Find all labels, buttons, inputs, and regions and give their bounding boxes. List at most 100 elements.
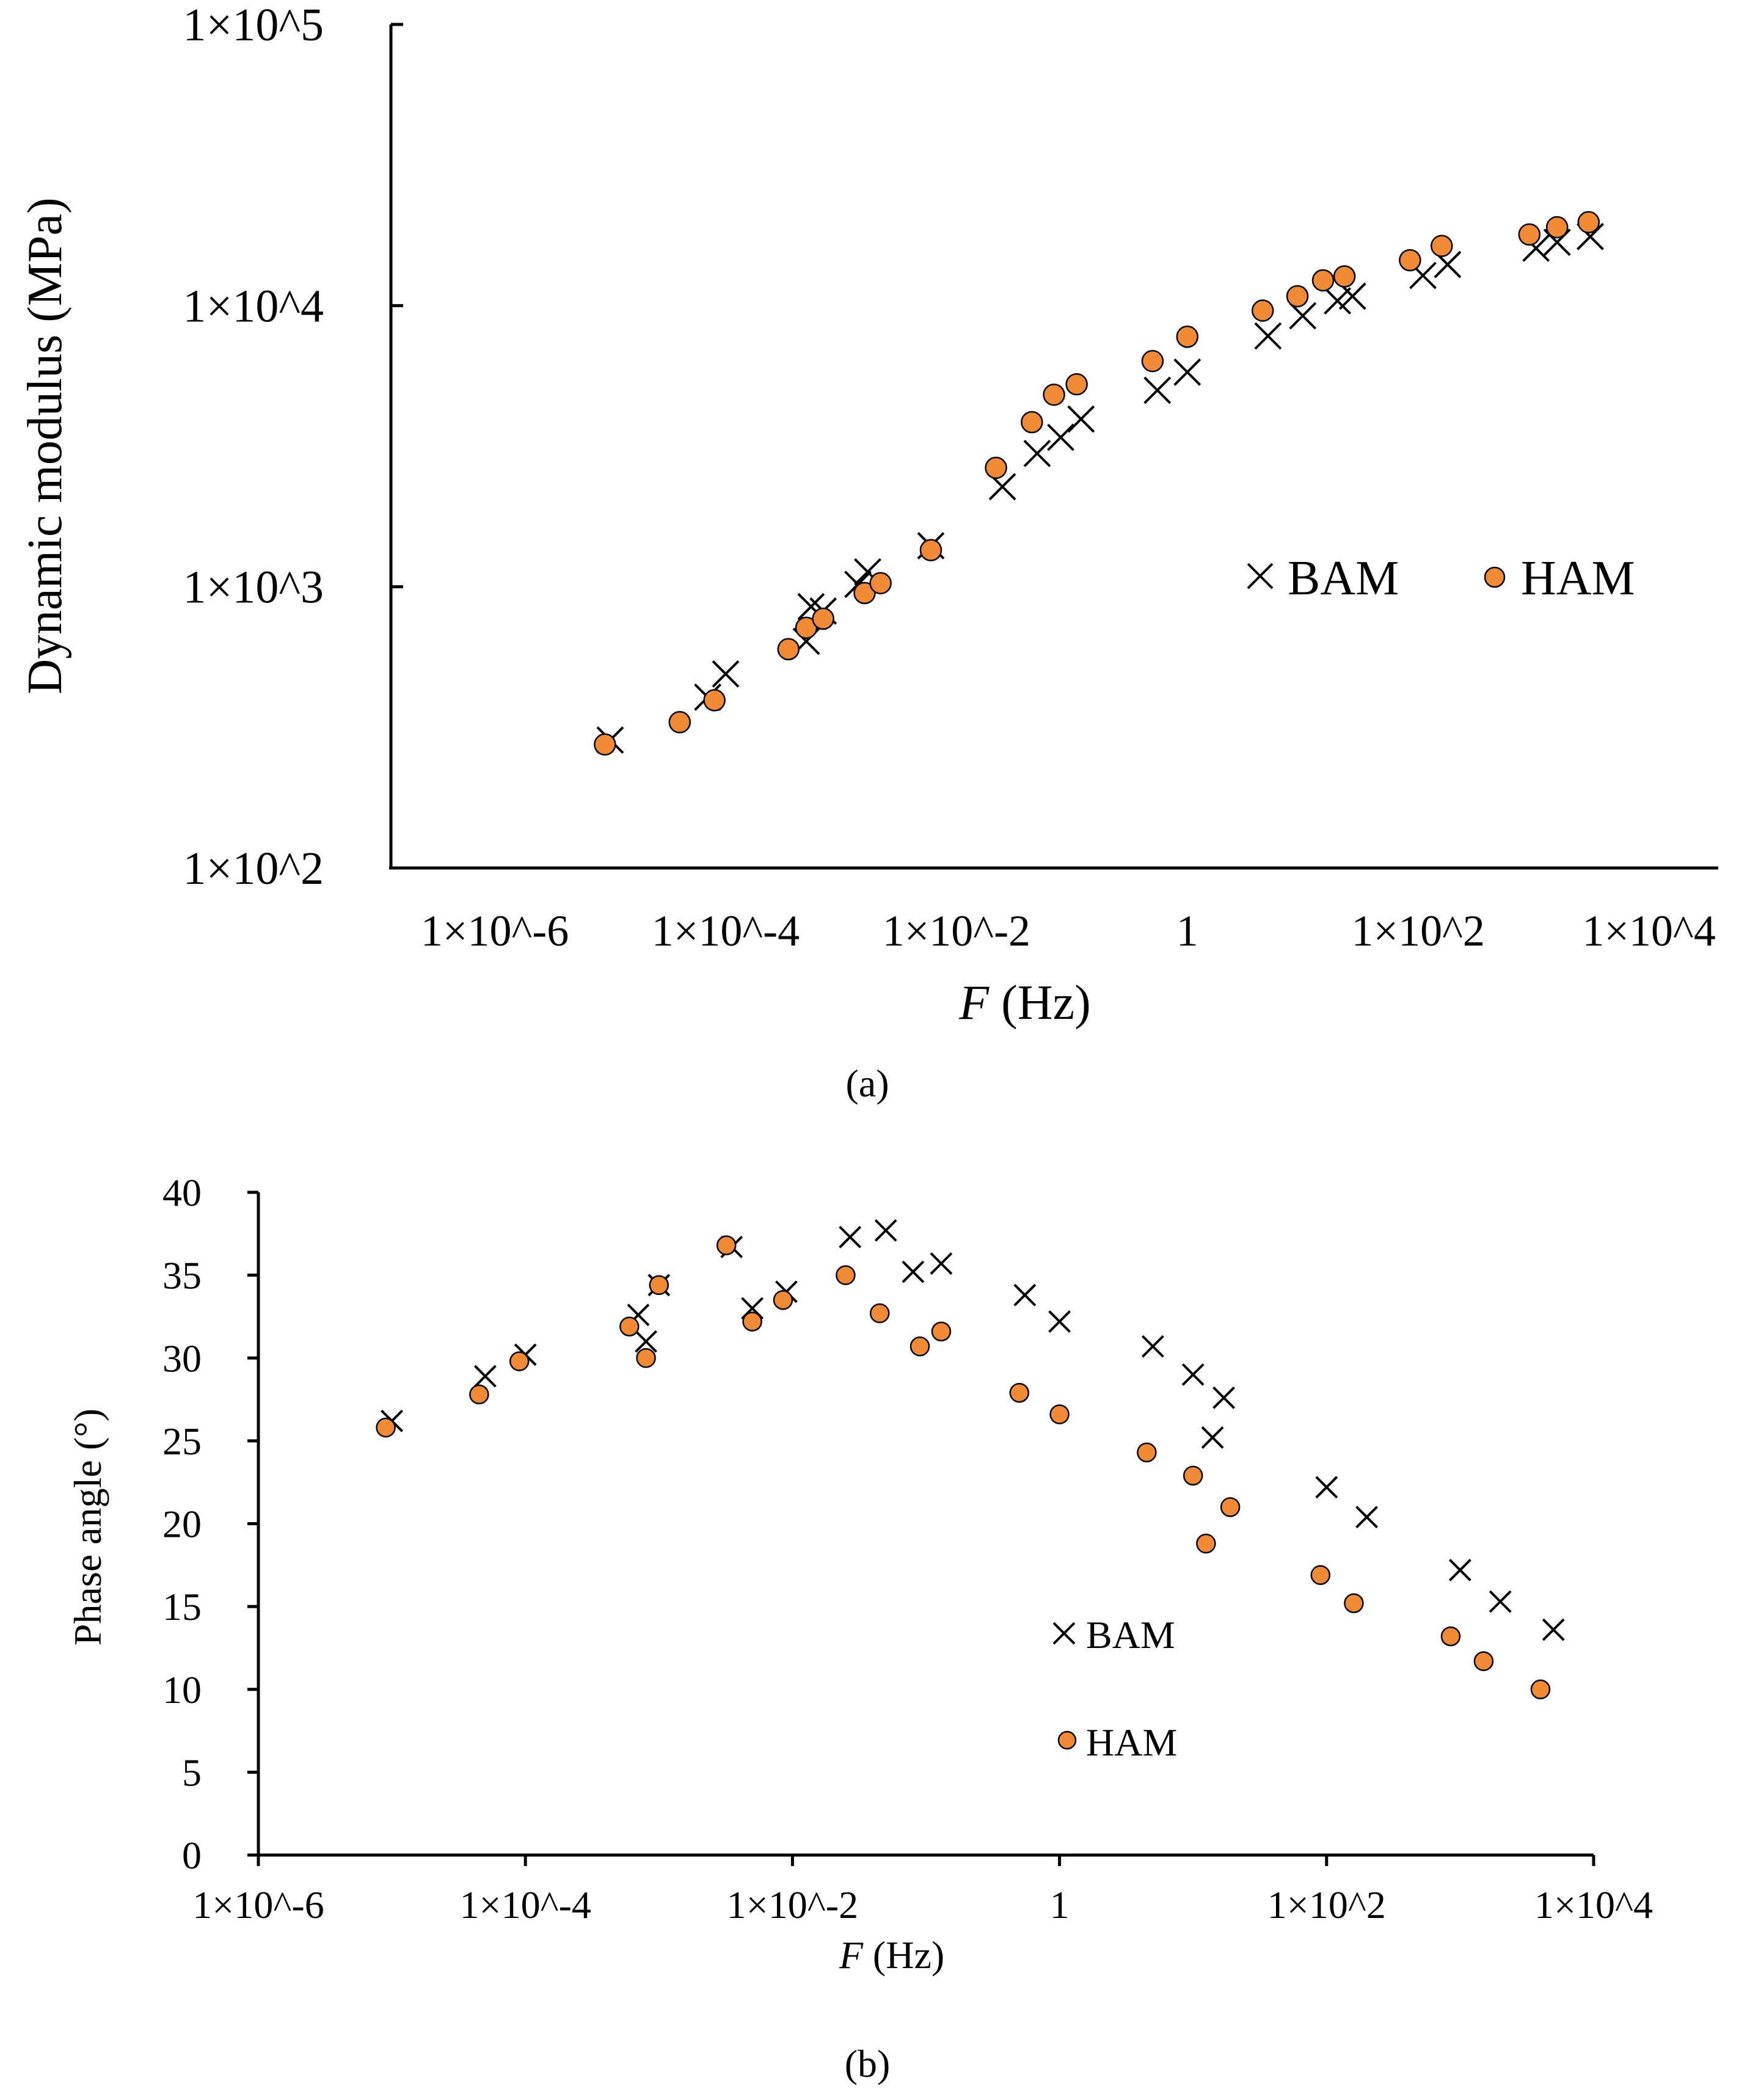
chart-a-y-tick-label: 1×10^2 [183, 843, 324, 894]
chart-b-bam-point [1201, 1426, 1224, 1449]
chart-a-ham-point [1043, 383, 1065, 406]
chart-b-bam-point [839, 1225, 862, 1249]
chart-b-legend: BAM HAM [1052, 1613, 1177, 1764]
chart-a-ham-point [985, 456, 1007, 479]
chart-a-ham-point [1399, 249, 1421, 272]
chart-a-dynamic-modulus: 1×10^2 1×10^3 1×10^4 1×10^5 1×10^-6 1×10^-4 1… [18, 0, 1718, 1105]
chart-a-x-tick-label: 1×10^-4 [652, 906, 800, 955]
chart-b-legend-ham-marker [1057, 1730, 1077, 1750]
chart-b-ham-point [773, 1290, 793, 1310]
chart-a-x-axis-label-symbol: F [958, 976, 990, 1030]
chart-a-bam-point [1067, 405, 1095, 433]
chart-b-ham-point [836, 1265, 856, 1285]
chart-b-x-tick-label: 1×10^4 [1534, 1883, 1653, 1927]
chart-a-ham-point [1021, 410, 1043, 434]
chart-b-y-tick-label: 15 [162, 1585, 202, 1628]
chart-b-ham-point [1220, 1497, 1241, 1517]
chart-b-ham-point [1473, 1651, 1494, 1671]
chart-a-bam-point [1173, 358, 1201, 386]
chart-b-ham-point [1196, 1533, 1216, 1554]
chart-a-ham-point [777, 638, 800, 661]
chart-a-y-axis-label: Dynamic modulus (MPa) [18, 197, 72, 694]
chart-a-ham-point [1545, 216, 1569, 239]
chart-a-x-tick-label: 1×10^4 [1582, 906, 1715, 955]
chart-b-x-tick-label: 1×10^2 [1267, 1883, 1386, 1927]
chart-a-ham-point [1577, 211, 1600, 234]
chart-b-x-axis-label: F (Hz) [839, 1933, 944, 1977]
chart-a-bam-point [1324, 287, 1352, 315]
chart-b-bam-point [1542, 1618, 1565, 1641]
chart-b-y-tick-label: 30 [162, 1336, 202, 1380]
chart-a-ham-point [1141, 349, 1164, 373]
chart-a-ham-point [853, 582, 876, 605]
chart-b-x-axis-label-symbol: F [839, 1933, 864, 1977]
chart-a-bam-point [1254, 322, 1282, 350]
chart-b-ham-point [1344, 1593, 1364, 1613]
chart-b-y-tick-label: 40 [162, 1171, 202, 1214]
chart-a-ham-point [668, 711, 691, 734]
chart-a-ham-point [1176, 326, 1199, 348]
chart-b-y-tick-label: 0 [182, 1834, 202, 1877]
chart-a-ham-point [869, 572, 892, 595]
chart-a-bam-point [1023, 439, 1051, 467]
chart-b-x-tick-label: 1×10^-2 [727, 1883, 858, 1927]
chart-a-legend-ham-marker [1484, 566, 1506, 588]
chart-a-x-axis-label: F (Hz) [958, 976, 1090, 1030]
chart-b-ham-point [716, 1235, 737, 1256]
chart-b-bam-point [1181, 1363, 1205, 1386]
chart-a-x-axis-label-unit: (Hz) [989, 976, 1091, 1030]
chart-b-y-axis-label: Phase angle (°) [66, 1409, 109, 1646]
chart-b-bam-point [930, 1252, 953, 1275]
chart-a-bam-point [1338, 282, 1366, 310]
chart-b-x-tick-label: 1 [1050, 1883, 1070, 1927]
chart-a-ham-point [1065, 373, 1088, 396]
chart-b-phase-angle: 0 5 10 15 20 25 30 35 40 1×10^-6 1×10^-4 1×10^-2 1 1… [66, 1171, 1653, 2085]
chart-b-ham-point [376, 1417, 396, 1438]
chart-b-x-tick-label: 1×10^-6 [192, 1883, 324, 1927]
chart-b-ham-point [1137, 1442, 1157, 1463]
chart-b-bam-point [635, 1330, 658, 1353]
chart-b-ham-point [619, 1316, 640, 1336]
chart-a-ham-point [812, 607, 834, 630]
chart-b-ham-point [742, 1311, 762, 1332]
chart-a-ham-point [1286, 285, 1309, 308]
chart-a-legend: BAM HAM [1247, 552, 1635, 605]
chart-b-y-tick-label: 25 [162, 1420, 202, 1463]
chart-a-x-tick-label: 1×10^2 [1352, 906, 1485, 955]
chart-b-ham-point [636, 1348, 656, 1368]
chart-b-bam-point [874, 1219, 897, 1242]
chart-b-bam-point [1141, 1335, 1164, 1358]
chart-b-ham-point [869, 1303, 890, 1324]
chart-b-y-tick-label: 10 [162, 1668, 202, 1712]
chart-b-ham-point [1009, 1382, 1030, 1403]
chart-b-ham-point [931, 1321, 952, 1342]
chart-b-bam-point [473, 1365, 497, 1388]
chart-b-ham-point [469, 1384, 489, 1405]
chart-b-legend-ham-label: HAM [1086, 1721, 1177, 1764]
chart-b-bam-point [1212, 1386, 1235, 1409]
chart-a-y-tick-label: 1×10^4 [183, 280, 324, 332]
chart-a-bam-point [712, 660, 740, 688]
chart-a-ham-point [1251, 299, 1274, 322]
chart-a-caption: (a) [845, 1062, 889, 1105]
chart-a-legend-bam-marker [1247, 563, 1274, 589]
chart-a-ham-point [1518, 223, 1541, 246]
chart-b-x-tick-label: 1×10^-4 [459, 1883, 591, 1927]
chart-b-bam-point [902, 1260, 925, 1283]
chart-a-ham-point [1431, 235, 1453, 257]
chart-a-bam-point [1143, 376, 1172, 404]
chart-b-ham-point [1310, 1565, 1331, 1585]
chart-b-ham-point [910, 1336, 930, 1357]
chart-b-y-tick-label: 5 [182, 1751, 202, 1794]
chart-a-legend-bam-label: BAM [1288, 552, 1399, 605]
chart-b-y-tick-label: 35 [162, 1254, 202, 1297]
chart-a-x-tick-label: 1×10^-2 [883, 906, 1030, 955]
chart-b-ham-point [1530, 1679, 1551, 1699]
chart-b-ham-point [1440, 1626, 1461, 1647]
chart-b-caption: (b) [845, 2042, 891, 2085]
chart-b-ham-point [1183, 1465, 1203, 1486]
chart-a-ham-point [1333, 265, 1356, 288]
chart-a-y-tick-label: 1×10^3 [183, 562, 324, 613]
chart-a-legend-ham-label: HAM [1521, 552, 1635, 605]
